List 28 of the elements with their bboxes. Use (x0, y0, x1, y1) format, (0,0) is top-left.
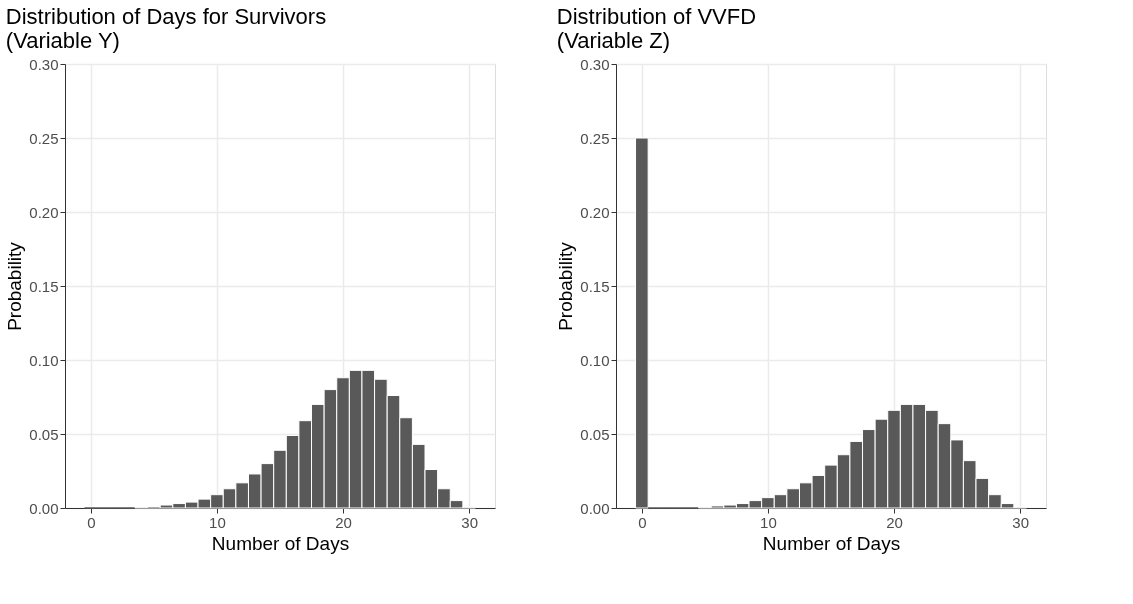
x-tick-label: 30 (1012, 513, 1029, 531)
y-axis-title: Probability (555, 241, 577, 331)
y-tick-label: 0.05 (580, 425, 610, 443)
y-tick-label: 0.10 (29, 351, 59, 369)
y-tick-label: 0.30 (29, 55, 59, 73)
y-tick-label: 0.15 (29, 277, 59, 295)
chart-title: Distribution of Days for Survivors (Variable Y) (5, 4, 327, 53)
x-tick-label: 0 (87, 513, 96, 531)
y-tick-label: 0.15 (580, 277, 610, 295)
y-tick-label: 0.25 (29, 129, 59, 147)
x-tick-label: 20 (886, 513, 903, 531)
y-tick-label: 0.05 (29, 425, 59, 443)
chart-title: Distribution of VVFD (Variable Z) (556, 4, 757, 53)
y-axis-title: Probability (4, 241, 26, 331)
x-tick-label: 20 (335, 513, 352, 531)
y-tick-label: 0.30 (580, 55, 610, 73)
x-tick-label: 0 (638, 513, 647, 531)
y-tick-label: 0.20 (580, 203, 610, 221)
y-tick-label: 0.00 (580, 499, 610, 517)
y-tick-label: 0.10 (580, 351, 610, 369)
y-tick-label: 0.25 (580, 129, 610, 147)
x-tick-label: 10 (209, 513, 226, 531)
x-axis-title: Number of Days (762, 532, 901, 554)
x-tick-label: 30 (461, 513, 478, 531)
x-axis-title: Number of Days (211, 532, 350, 554)
x-tick-label: 10 (760, 513, 777, 531)
y-tick-label: 0.20 (29, 203, 59, 221)
y-tick-label: 0.00 (29, 499, 59, 517)
